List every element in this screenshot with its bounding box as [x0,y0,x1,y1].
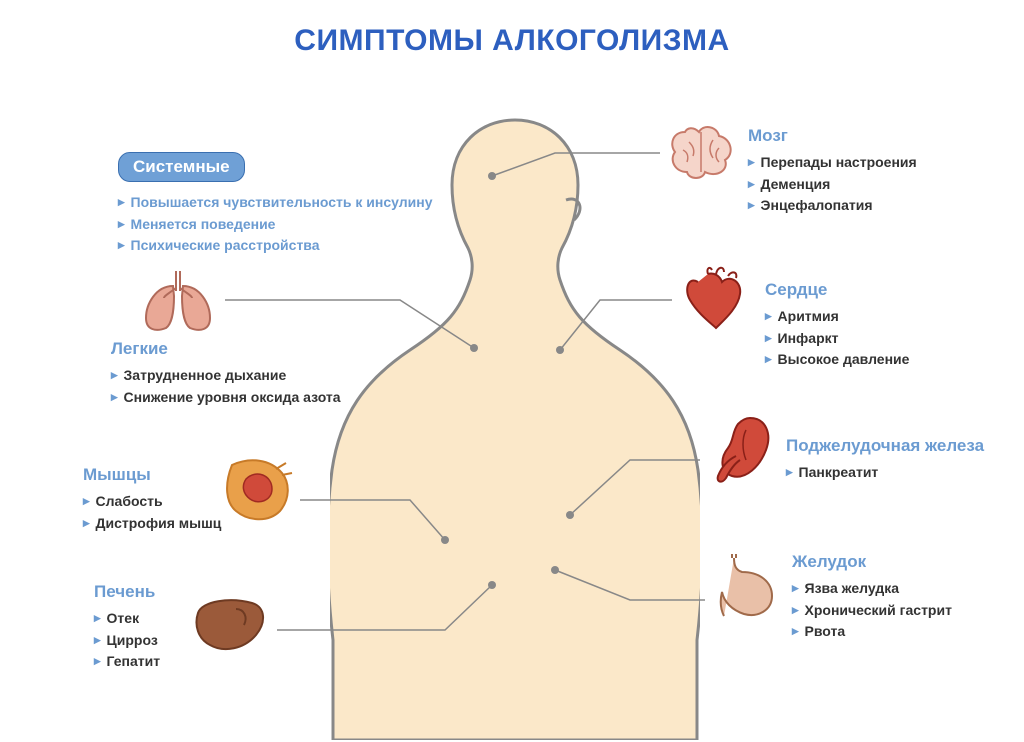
bullet-item: Психические расстройства [118,235,433,257]
lungs-list: Затрудненное дыханиеСнижение уровня окси… [111,365,341,408]
lungs-icon [138,266,218,336]
muscles-heading: Мышцы [83,465,221,485]
section-muscles: Мышцы СлабостьДистрофия мышц [83,465,221,534]
pancreas-icon [706,410,776,488]
lungs-heading: Легкие [111,339,341,359]
bullet-item: Рвота [792,621,952,643]
stomach-list: Язва желудкаХронический гастритРвота [792,578,952,643]
heart-list: АритмияИнфарктВысокое давление [765,306,909,371]
section-lungs: Легкие Затрудненное дыханиеСнижение уров… [111,339,341,408]
muscle-icon [220,455,295,525]
heart-icon [678,262,748,334]
bullet-item: Гепатит [94,651,160,673]
bullet-item: Отек [94,608,160,630]
systemic-heading: Системные [118,152,245,182]
liver-heading: Печень [94,582,160,602]
pancreas-list: Панкреатит [786,462,984,484]
section-stomach: Желудок Язва желудкаХронический гастритР… [792,552,952,643]
section-brain: Мозг Перепады настроенияДеменцияЭнцефало… [748,126,917,217]
bullet-item: Инфаркт [765,328,909,350]
section-systemic: Системные Повышается чувствительность к … [118,152,433,257]
section-liver: Печень ОтекЦиррозГепатит [94,582,160,673]
page-title: СИМПТОМЫ АЛКОГОЛИЗМА [0,24,1024,58]
liver-list: ОтекЦиррозГепатит [94,608,160,673]
section-pancreas: Поджелудочная железа Панкреатит [786,436,984,484]
bullet-item: Снижение уровня оксида азота [111,387,341,409]
bullet-item: Затрудненное дыхание [111,365,341,387]
section-heart: Сердце АритмияИнфарктВысокое давление [765,280,909,371]
stomach-icon [710,552,782,622]
bullet-item: Слабость [83,491,221,513]
bullet-item: Дистрофия мышц [83,513,221,535]
bullet-item: Хронический гастрит [792,600,952,622]
heart-heading: Сердце [765,280,909,300]
bullet-item: Высокое давление [765,349,909,371]
muscles-list: СлабостьДистрофия мышц [83,491,221,534]
bullet-item: Меняется поведение [118,214,433,236]
stomach-heading: Желудок [792,552,952,572]
liver-icon [190,595,270,657]
brain-icon [665,120,740,185]
systemic-list: Повышается чувствительность к инсулинуМе… [118,192,433,257]
bullet-item: Деменция [748,174,917,196]
bullet-item: Повышается чувствительность к инсулину [118,192,433,214]
bullet-item: Аритмия [765,306,909,328]
brain-list: Перепады настроенияДеменцияЭнцефалопатия [748,152,917,217]
brain-heading: Мозг [748,126,917,146]
pancreas-heading: Поджелудочная железа [786,436,984,456]
bullet-item: Язва желудка [792,578,952,600]
bullet-item: Панкреатит [786,462,984,484]
bullet-item: Энцефалопатия [748,195,917,217]
bullet-item: Цирроз [94,630,160,652]
bullet-item: Перепады настроения [748,152,917,174]
